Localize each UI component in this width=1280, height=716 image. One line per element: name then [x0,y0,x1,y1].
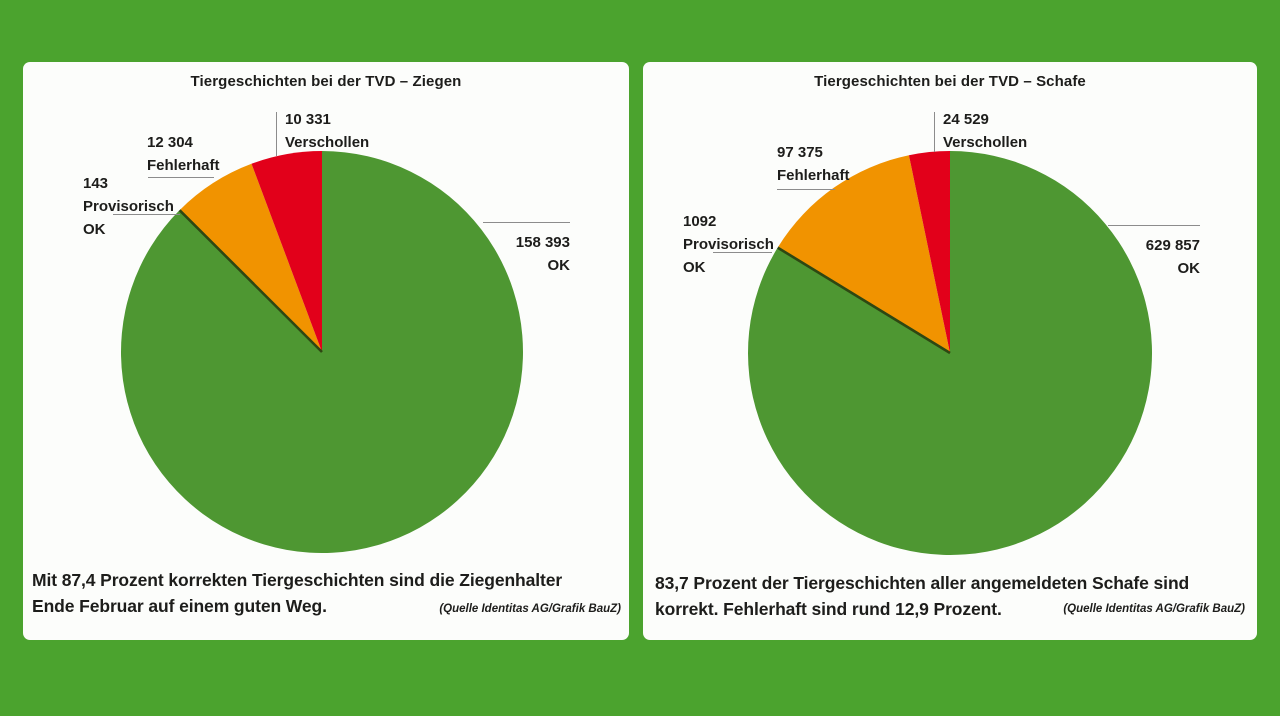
label-ok-value: 158 393 [515,234,570,251]
label-provisorisch-value: 1092 [683,213,717,230]
label-provisorisch-text1: Provisorisch [683,236,774,253]
label-provisorisch-value: 143 [83,175,109,192]
label-fehlerhaft-text: Fehlerhaft [777,167,850,184]
label-ok-text: OK [1177,260,1201,277]
label-verschollen-text: Verschollen [943,134,1028,151]
label-ok-value: 629 857 [1145,237,1200,254]
label-verschollen-value: 24 529 [943,111,989,128]
pie-slice-verschollen [251,151,322,352]
chart-caption-schafe: 83,7 Prozent der Tiergeschichten aller a… [655,570,1189,622]
chart-panel-schafe: Tiergeschichten bei der TVD – Schafe 24 … [643,62,1257,640]
caption-line1: 83,7 Prozent der Tiergeschichten aller a… [655,573,1190,593]
label-fehlerhaft: 12 304 Fehlerhaft [147,131,220,177]
provisorisch-leader-line [113,214,180,215]
verschollen-leader-line [934,112,935,152]
ok-leader-line [1108,225,1200,226]
label-verschollen: 24 529 Verschollen [943,108,1027,154]
label-ok-text: OK [547,257,571,274]
label-provisorisch-text2: OK [83,221,106,238]
pie-slice-fehlerhaft [179,163,322,352]
pie-slice-provisorisch-ok [776,246,951,355]
chart-title-ziegen: Tiergeschichten bei der TVD – Ziegen [190,73,462,90]
label-provisorisch-text2: OK [683,259,706,276]
label-ok: 629 857 OK [1073,234,1200,280]
label-fehlerhaft-value: 12 304 [147,134,193,151]
label-provisorisch-text1: Provisorisch [83,198,174,215]
pie-slice-verschollen [908,151,950,353]
label-provisorisch-ok: 1092 Provisorisch OK [683,210,774,279]
pie-slice-provisorisch-ok [178,209,323,353]
label-provisorisch-ok: 143 Provisorisch OK [83,172,174,241]
chart-panel-ziegen: Tiergeschichten bei der TVD – Ziegen 10 … [23,62,629,640]
caption-line1: Mit 87,4 Prozent korrekten Tiergeschicht… [32,570,563,590]
ok-leader-line [483,222,570,223]
label-fehlerhaft: 97 375 Fehlerhaft [777,141,850,187]
pie-slice-fehlerhaft [778,155,950,353]
caption-line2: korrekt. Fehlerhaft sind rund 12,9 Proze… [655,599,1002,619]
label-verschollen-value: 10 331 [285,111,331,128]
label-verschollen-text: Verschollen [285,134,370,151]
source-credit: (Quelle Identitas AG/Grafik BauZ) [1063,603,1245,615]
chart-title-schafe: Tiergeschichten bei der TVD – Schafe [814,73,1086,90]
pie-slice-ok [121,151,523,553]
label-ok: 158 393 OK [443,231,570,277]
pie-chart-ziegen [121,151,523,553]
label-verschollen: 10 331 Verschollen [285,108,369,154]
label-fehlerhaft-value: 97 375 [777,144,823,161]
fehlerhaft-leader-line [777,189,835,190]
source-credit: (Quelle Identitas AG/Grafik BauZ) [439,603,621,615]
chart-caption-ziegen: Mit 87,4 Prozent korrekten Tiergeschicht… [32,567,562,619]
fehlerhaft-leader-line [148,177,214,178]
pie-slice-ok [748,151,1152,555]
verschollen-leader-line [276,112,277,156]
caption-line2: Ende Februar auf einem guten Weg. [32,596,327,616]
label-fehlerhaft-text: Fehlerhaft [147,157,220,174]
provisorisch-leader-line [713,252,772,253]
pie-chart-schafe [748,151,1152,555]
